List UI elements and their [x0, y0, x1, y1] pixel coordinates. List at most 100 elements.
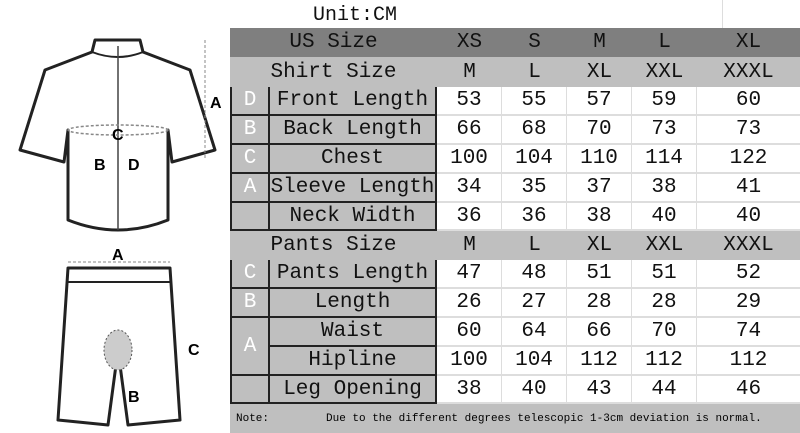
shirt-size-row-label: Shirt Size — [270, 60, 397, 84]
pants-size-row: Pants Size M L XL XXL XXXL — [230, 231, 800, 260]
value-cell: 36 — [437, 203, 502, 231]
shirt-size-row: Shirt Size M L XL XXL XXXL — [230, 57, 800, 87]
shorts-label-a: A — [112, 247, 124, 264]
value-cell: 51 — [567, 260, 632, 289]
value-cell: 64 — [502, 318, 567, 347]
value-cell: 100 — [437, 347, 502, 376]
value-cell: 73 — [697, 116, 800, 145]
measure-label: Leg Opening — [270, 376, 437, 404]
measure-letter — [230, 376, 270, 404]
value-cell: 28 — [632, 289, 697, 318]
pants-size-row-cell: XXXL — [723, 234, 774, 257]
value-cell: 55 — [502, 87, 567, 116]
measure-label: Sleeve Length — [270, 174, 437, 203]
table-row: A Sleeve Length 34 35 37 38 41 — [230, 174, 800, 203]
value-cell: 29 — [697, 289, 800, 318]
value-cell: 112 — [567, 347, 632, 376]
jersey-label-b: B — [94, 157, 106, 174]
value-cell: 66 — [437, 116, 502, 145]
value-cell: 122 — [697, 145, 800, 174]
value-cell: 27 — [502, 289, 567, 318]
table-row: Leg Opening 38 40 43 44 46 — [230, 376, 800, 404]
pants-size-row-cell: M — [463, 234, 476, 257]
us-size-row-cell: L — [658, 31, 671, 54]
table-row: C Chest 100 104 110 114 122 — [230, 145, 800, 174]
measure-letter: C — [230, 145, 270, 174]
value-cell: 70 — [567, 116, 632, 145]
value-cell: 47 — [437, 260, 502, 289]
value-cell: 112 — [632, 347, 697, 376]
shorts-outline — [56, 266, 182, 427]
value-cell: 104 — [502, 347, 567, 376]
shirt-size-row-cell: XXXL — [723, 60, 774, 84]
garment-diagram: A C B D A C B — [18, 38, 222, 427]
us-size-row-cell: M — [593, 31, 606, 54]
value-cell: 110 — [567, 145, 632, 174]
value-cell: 73 — [632, 116, 697, 145]
value-cell: 59 — [632, 87, 697, 116]
measure-label: Back Length — [270, 116, 437, 145]
table-row: A Waist 60 64 66 70 74 — [230, 318, 800, 376]
value-cell: 100 — [437, 145, 502, 174]
value-cell: 74 — [697, 318, 800, 347]
value-cell: 35 — [502, 174, 567, 203]
us-size-row-cell: XL — [735, 31, 762, 54]
table-row: B Length 26 27 28 28 29 — [230, 289, 800, 318]
measure-letter: A — [230, 174, 270, 203]
us-size-row-cell: XS — [456, 31, 483, 54]
measure-letter — [230, 203, 270, 231]
pants-size-row-cell: XXL — [645, 234, 684, 257]
value-cell: 28 — [567, 289, 632, 318]
value-cell: 38 — [632, 174, 697, 203]
measure-label: Hipline — [270, 347, 437, 376]
pants-size-row-label: Pants Size — [270, 234, 397, 257]
value-cell: 36 — [502, 203, 567, 231]
measure-label: Pants Length — [270, 260, 437, 289]
measure-label: Waist — [270, 318, 437, 347]
jersey-label-c: C — [112, 127, 124, 144]
value-cell: 40 — [632, 203, 697, 231]
table-row: C Pants Length 47 48 51 51 52 — [230, 260, 800, 289]
us-size-row-label: US Size — [289, 31, 378, 54]
value-cell: 104 — [502, 145, 567, 174]
us-size-row-cell: S — [528, 31, 541, 54]
value-cell: 41 — [697, 174, 800, 203]
shirt-size-row-cell: L — [528, 60, 541, 84]
pants-size-row-cell: L — [528, 234, 541, 257]
value-cell: 46 — [697, 376, 800, 404]
value-cell: 112 — [697, 347, 800, 376]
value-cell: 43 — [567, 376, 632, 404]
value-cell: 68 — [502, 116, 567, 145]
value-cell: 57 — [567, 87, 632, 116]
shirt-size-row-cell: M — [463, 60, 476, 84]
value-cell: 38 — [437, 376, 502, 404]
jersey-label-a: A — [210, 95, 222, 112]
shirt-size-row-cell: XL — [586, 60, 613, 84]
value-cell: 40 — [697, 203, 800, 231]
value-cell: 60 — [697, 87, 800, 116]
measure-letter: A — [230, 318, 270, 376]
measure-label: Neck Width — [270, 203, 437, 231]
value-cell: 51 — [632, 260, 697, 289]
unit-label: Unit:CM — [313, 4, 398, 27]
value-cell: 40 — [502, 376, 567, 404]
measure-letter: B — [230, 116, 270, 145]
value-cell: 70 — [632, 318, 697, 347]
value-cell: 60 — [437, 318, 502, 347]
pants-size-row-cell: XL — [586, 234, 613, 257]
measure-letter: D — [230, 87, 270, 116]
shorts-label-c: C — [188, 342, 200, 359]
note-text: Due to the different degrees telescopic … — [326, 412, 762, 425]
table-row: Hipline 100 104 112 112 112 — [230, 347, 800, 376]
measure-letter: C — [230, 260, 270, 289]
value-cell: 37 — [567, 174, 632, 203]
table-row: Neck Width 36 36 38 40 40 — [230, 203, 800, 231]
measure-label: Front Length — [270, 87, 437, 116]
value-cell: 66 — [567, 318, 632, 347]
measure-label: Chest — [270, 145, 437, 174]
value-cell: 34 — [437, 174, 502, 203]
value-cell: 53 — [437, 87, 502, 116]
jersey-label-d: D — [128, 157, 140, 174]
table-row: D Front Length 53 55 57 59 60 — [230, 87, 800, 116]
table-row: B Back Length 66 68 70 73 73 — [230, 116, 800, 145]
